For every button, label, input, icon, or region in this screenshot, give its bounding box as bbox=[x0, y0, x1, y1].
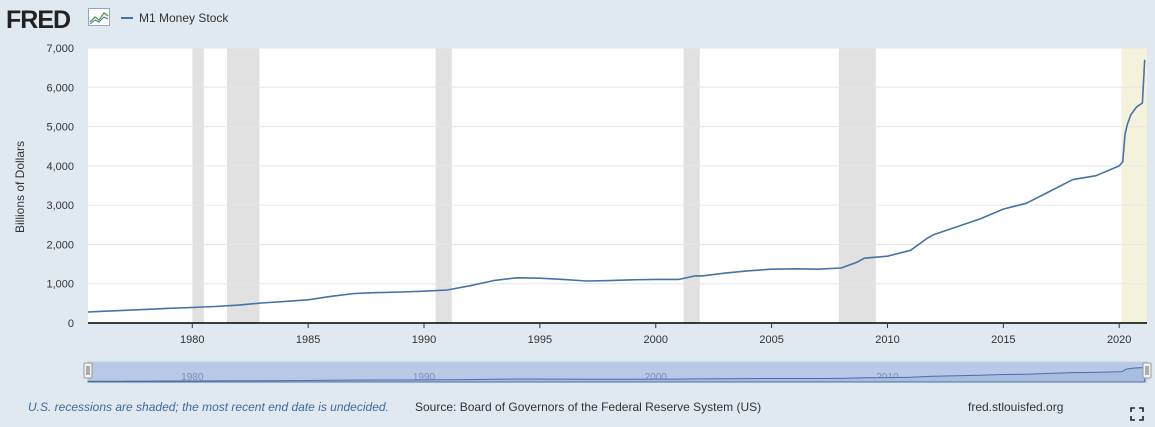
navigator-series bbox=[87, 363, 1146, 383]
series-line bbox=[87, 59, 1146, 313]
y-tick-label: 3,000 bbox=[46, 200, 74, 212]
navigator-right-handle[interactable] bbox=[1142, 362, 1152, 379]
y-tick-label: 1,000 bbox=[46, 279, 74, 291]
y-tick-label: 7,000 bbox=[46, 43, 74, 55]
legend-swatch bbox=[121, 17, 133, 19]
recession-band bbox=[192, 48, 204, 323]
x-tick-label: 1985 bbox=[296, 334, 320, 346]
y-tick-label: 4,000 bbox=[46, 161, 74, 173]
x-tick-label: 2000 bbox=[643, 334, 667, 346]
fred-logo[interactable]: FRED bbox=[6, 6, 71, 34]
chart-legend: M1 Money Stock bbox=[121, 11, 228, 25]
recession-band bbox=[838, 48, 876, 323]
recession-note: U.S. recessions are shaded; the most rec… bbox=[28, 400, 389, 414]
recession-band bbox=[435, 48, 452, 323]
x-tick-label: 1990 bbox=[412, 334, 436, 346]
x-tick-label: 2015 bbox=[991, 334, 1015, 346]
y-tick-label: 6,000 bbox=[46, 82, 74, 94]
y-tick-label: 2,000 bbox=[46, 239, 74, 251]
site-link[interactable]: fred.stlouisfed.org bbox=[968, 400, 1064, 414]
plot-area bbox=[88, 48, 1147, 323]
fullscreen-icon[interactable] bbox=[1130, 407, 1144, 421]
x-tick-label: 1995 bbox=[528, 334, 552, 346]
y-axis-label: Billions of Dollars bbox=[13, 141, 27, 233]
y-tick-label: 5,000 bbox=[46, 122, 74, 134]
x-tick-label: 2020 bbox=[1107, 334, 1131, 346]
y-tick-label: 0 bbox=[68, 318, 74, 330]
recession-band bbox=[227, 48, 260, 323]
recession-band bbox=[683, 48, 700, 323]
chart-logo-icon bbox=[88, 8, 110, 26]
navigator-tick-label: 2000 bbox=[645, 372, 668, 383]
navigator-tick-label: 1980 bbox=[181, 372, 204, 383]
navigator-tick-label: 1990 bbox=[413, 372, 436, 383]
x-tick-label: 1980 bbox=[180, 334, 204, 346]
navigator-left-handle[interactable] bbox=[83, 362, 93, 379]
source-text: Source: Board of Governors of the Federa… bbox=[415, 400, 762, 414]
x-tick-label: 2010 bbox=[875, 334, 899, 346]
legend-series-name: M1 Money Stock bbox=[139, 11, 229, 25]
x-tick-label: 2005 bbox=[759, 334, 783, 346]
